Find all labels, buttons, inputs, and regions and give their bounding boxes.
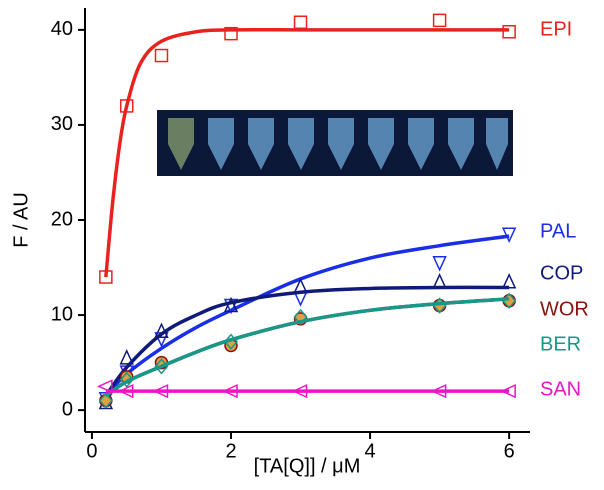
marker bbox=[224, 333, 239, 350]
x-tick-label: 0 bbox=[86, 440, 97, 462]
y-axis-label: F / AU bbox=[10, 192, 32, 248]
inset-photo bbox=[157, 110, 513, 176]
fit-curve bbox=[104, 234, 510, 398]
marker bbox=[291, 383, 308, 399]
marker bbox=[293, 15, 308, 30]
marker bbox=[117, 383, 134, 399]
marker bbox=[501, 273, 517, 289]
marker bbox=[154, 358, 169, 375]
marker bbox=[98, 392, 113, 409]
marker bbox=[500, 383, 516, 399]
tubes bbox=[168, 118, 508, 170]
series-label: PAL bbox=[540, 220, 576, 242]
x-tick-label: 4 bbox=[365, 440, 376, 462]
marker bbox=[119, 349, 134, 365]
marker bbox=[293, 277, 308, 294]
fit-curve bbox=[104, 297, 510, 398]
x-tick-label: 6 bbox=[504, 440, 515, 462]
marker bbox=[154, 322, 169, 338]
x-axis-label: [TA[Q]] / μM bbox=[254, 455, 361, 477]
marker bbox=[502, 25, 516, 39]
y-tick-label: 20 bbox=[51, 208, 73, 230]
marker bbox=[501, 227, 517, 244]
y-tick-label: 30 bbox=[51, 113, 73, 135]
marker bbox=[432, 256, 447, 272]
marker bbox=[223, 296, 239, 313]
marker bbox=[99, 270, 113, 284]
series-label: SAN bbox=[540, 378, 581, 400]
marker bbox=[119, 371, 134, 388]
marker bbox=[432, 273, 447, 289]
marker bbox=[154, 48, 169, 63]
fit-curve bbox=[104, 297, 510, 398]
marker bbox=[432, 13, 447, 28]
marker bbox=[432, 297, 447, 314]
marker bbox=[119, 99, 134, 113]
series-label: EPI bbox=[540, 18, 572, 40]
series-label: WOR bbox=[540, 298, 589, 320]
marker bbox=[222, 383, 238, 399]
marker bbox=[152, 383, 169, 399]
x-tick-label: 2 bbox=[225, 440, 236, 462]
series-label: COP bbox=[540, 262, 583, 284]
y-tick-label: 0 bbox=[62, 398, 73, 420]
y-tick-label: 10 bbox=[51, 303, 73, 325]
y-tick-label: 40 bbox=[51, 18, 73, 40]
marker bbox=[502, 292, 517, 309]
fit-curve bbox=[104, 285, 510, 397]
marker bbox=[97, 379, 113, 394]
marker bbox=[430, 383, 447, 399]
series-label: BER bbox=[540, 333, 581, 355]
marker bbox=[293, 308, 308, 326]
marker bbox=[224, 26, 238, 41]
fit-curve bbox=[104, 27, 510, 278]
marker bbox=[99, 393, 113, 408]
